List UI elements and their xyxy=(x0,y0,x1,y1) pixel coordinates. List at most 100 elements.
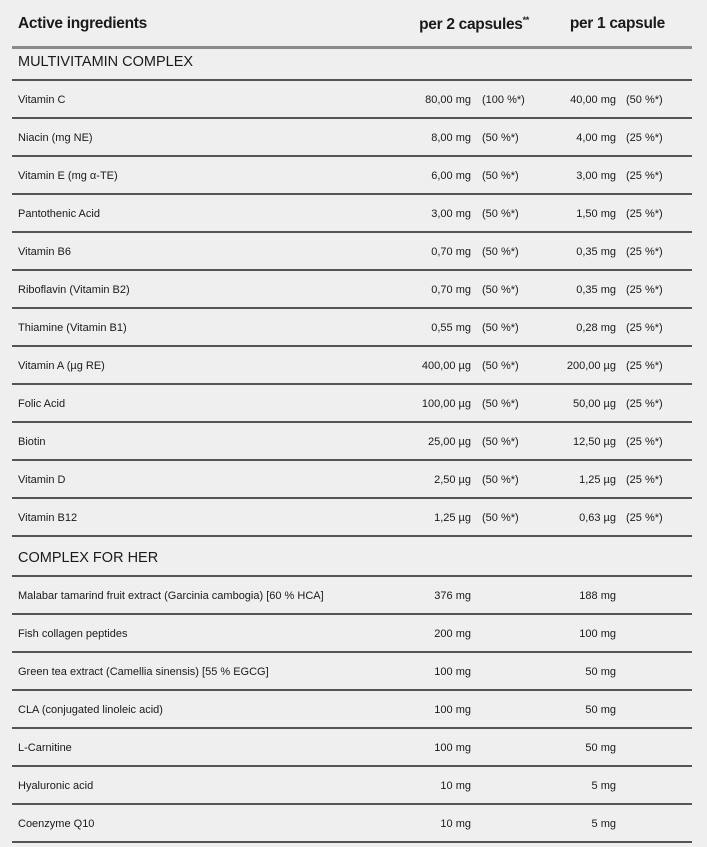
amount-per-1: 50,00 µg xyxy=(572,398,616,410)
table-row: Thiamine (Vitamin B1) 0,55 mg 0,28 mg (50… xyxy=(12,309,692,347)
percent-per-2: (50 %*) xyxy=(482,170,519,182)
percent-per-1: (25 %*) xyxy=(626,474,663,486)
table-row: L-Carnitine 100 mg 50 mg xyxy=(12,729,692,767)
table-row: Riboflavin (Vitamin B2) 0,70 mg 0,35 mg (… xyxy=(12,271,692,309)
section-header: MULTIVITAMIN COMPLEX xyxy=(12,49,692,81)
percent-per-1: (25 %*) xyxy=(626,398,663,410)
ingredient-name: Riboflavin (Vitamin B2) xyxy=(18,284,130,296)
percent-per-2: (50 %*) xyxy=(482,284,519,296)
table-row: Vitamin B12 1,25 µg 0,63 µg (50 %*) (25 %*… xyxy=(12,499,692,537)
amount-per-2: 0,55 mg xyxy=(431,322,471,334)
ingredient-name: Vitamin D xyxy=(18,474,66,486)
amount-per-1: 50 mg xyxy=(585,704,616,716)
amount-per-1: 0,28 mg xyxy=(576,322,616,334)
ingredient-name: Vitamin B6 xyxy=(18,246,71,258)
ingredient-name: Pantothenic Acid xyxy=(18,208,100,220)
table-row: Vitamin D 2,50 µg 1,25 µg (50 %*) (25 %*) xyxy=(12,461,692,499)
amount-per-2: 25,00 µg xyxy=(427,436,471,448)
amount-per-1: 1,50 mg xyxy=(576,208,616,220)
table-row: CLA (conjugated linoleic acid) 100 mg 50… xyxy=(12,691,692,729)
ingredient-name: Coenzyme Q10 xyxy=(18,818,95,830)
percent-per-1: (25 %*) xyxy=(626,170,663,182)
amount-per-2: 80,00 mg xyxy=(425,94,471,106)
amount-per-1: 50 mg xyxy=(585,666,616,678)
ingredient-name: Vitamin B12 xyxy=(18,512,78,524)
amount-per-1: 12,50 µg xyxy=(572,436,616,448)
percent-per-2: (50 %*) xyxy=(482,132,519,144)
amount-per-1: 5 mg xyxy=(591,818,616,830)
ingredient-name: Vitamin C xyxy=(18,94,66,106)
ingredient-name: Hyaluronic acid xyxy=(18,780,94,792)
percent-per-1: (25 %*) xyxy=(626,208,663,220)
amount-per-2: 3,00 mg xyxy=(431,208,471,220)
ingredient-name: Green tea extract (Camellia sinensis) [5… xyxy=(18,666,269,678)
amount-per-2: 10 mg xyxy=(440,780,471,792)
percent-per-1: (25 %*) xyxy=(626,512,663,524)
ingredient-name: Thiamine (Vitamin B1) xyxy=(18,322,127,334)
table-row: Biotin 25,00 µg 12,50 µg (50 %*) (25 %*) xyxy=(12,423,692,461)
table-row: Pantothenic Acid 3,00 mg 1,50 mg (50 %*) (… xyxy=(12,195,692,233)
percent-per-1: (25 %*) xyxy=(626,436,663,448)
amount-per-1: 0,63 µg xyxy=(579,512,616,524)
amount-per-2: 100,00 µg xyxy=(421,398,471,410)
amount-per-1: 0,35 mg xyxy=(576,284,616,296)
table-row: Coenzyme Q10 10 mg 5 mg xyxy=(12,805,692,843)
percent-per-1: (25 %*) xyxy=(626,322,663,334)
table-row: Green tea extract (Camellia sinensis) [5… xyxy=(12,653,692,691)
percent-per-1: (25 %*) xyxy=(626,246,663,258)
table-row: Niacin (mg NE) 8,00 mg 4,00 mg (50 %*) (25… xyxy=(12,119,692,157)
percent-per-2: (50 %*) xyxy=(482,322,519,334)
table-row: Folic Acid 100,00 µg 50,00 µg (50 %*) (25 … xyxy=(12,385,692,423)
table-row: Malabar tamarind fruit extract (Garcinia… xyxy=(12,577,692,615)
percent-per-2: (50 %*) xyxy=(482,360,519,372)
percent-per-1: (25 %*) xyxy=(626,284,663,296)
table-row: Vitamin E (mg α-TE) 6,00 mg 3,00 mg (50 %… xyxy=(12,157,692,195)
amount-per-1: 5 mg xyxy=(591,780,616,792)
section-title: MULTIVITAMIN COMPLEX xyxy=(18,54,194,70)
section-header: COMPLEX FOR HER xyxy=(12,537,692,577)
amount-per-2: 376 mg xyxy=(434,590,471,602)
amount-per-2: 10 mg xyxy=(440,818,471,830)
amount-per-2: 100 mg xyxy=(434,666,471,678)
amount-per-1: 0,35 mg xyxy=(576,246,616,258)
footnote-mark: ** xyxy=(522,15,530,25)
percent-per-1: (25 %*) xyxy=(626,360,663,372)
amount-per-2: 2,50 µg xyxy=(434,474,471,486)
section-title: COMPLEX FOR HER xyxy=(18,550,159,566)
amount-per-1: 3,00 mg xyxy=(576,170,616,182)
ingredient-name: Fish collagen peptides xyxy=(18,628,128,640)
percent-per-2: (50 %*) xyxy=(482,474,519,486)
amount-per-1: 4,00 mg xyxy=(576,132,616,144)
table-row: Hyaluronic acid 10 mg 5 mg xyxy=(12,767,692,805)
percent-per-2: (100 %*) xyxy=(482,94,525,106)
amount-per-2: 0,70 mg xyxy=(431,284,471,296)
percent-per-1: (50 %*) xyxy=(626,94,663,106)
amount-per-2: 0,70 mg xyxy=(431,246,471,258)
percent-per-2: (50 %*) xyxy=(482,398,519,410)
amount-per-1: 200,00 µg xyxy=(566,360,616,372)
ingredient-name: Biotin xyxy=(18,436,46,448)
table-row: Fish collagen peptides 200 mg 100 mg xyxy=(12,615,692,653)
table-header: Active ingredients per 2 capsules** per … xyxy=(12,0,692,49)
header-per-2-label: per 2 capsules xyxy=(419,16,523,34)
header-active-ingredients: Active ingredients xyxy=(18,15,147,32)
ingredients-table: Active ingredients per 2 capsules** per … xyxy=(12,0,692,843)
header-per-1-capsule: per 1 capsule xyxy=(569,15,665,32)
amount-per-1: 188 mg xyxy=(579,590,616,602)
ingredient-name: Vitamin A (µg RE) xyxy=(18,360,105,372)
table-row: Vitamin B6 0,70 mg 0,35 mg (50 %*) (25 %*) xyxy=(12,233,692,271)
percent-per-1: (25 %*) xyxy=(626,132,663,144)
amount-per-2: 8,00 mg xyxy=(431,132,471,144)
amount-per-2: 200 mg xyxy=(434,628,471,640)
amount-per-2: 400,00 µg xyxy=(421,360,471,372)
amount-per-1: 40,00 mg xyxy=(570,94,616,106)
amount-per-2: 100 mg xyxy=(434,704,471,716)
table-row: Vitamin C 80,00 mg 40,00 mg (100 %*) (50 %… xyxy=(12,81,692,119)
percent-per-2: (50 %*) xyxy=(482,436,519,448)
ingredient-name: Niacin (mg NE) xyxy=(18,132,93,144)
amount-per-2: 1,25 µg xyxy=(434,512,471,524)
ingredient-name: L-Carnitine xyxy=(18,742,72,754)
amount-per-1: 50 mg xyxy=(585,742,616,754)
amount-per-1: 100 mg xyxy=(579,628,616,640)
percent-per-2: (50 %*) xyxy=(482,512,519,524)
